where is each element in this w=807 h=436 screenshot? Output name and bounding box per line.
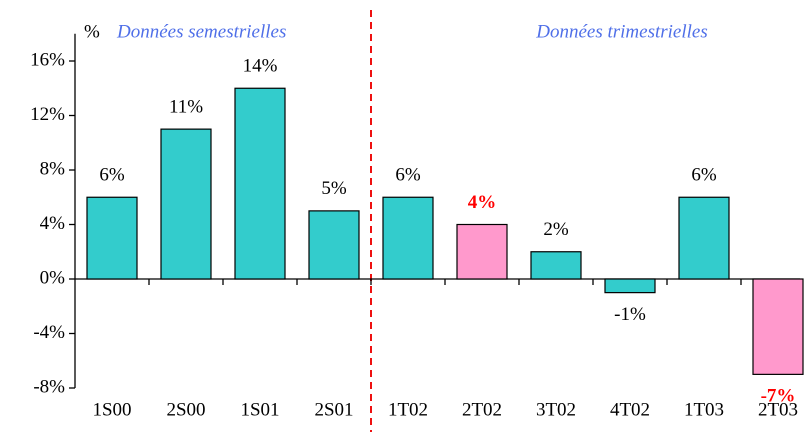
value-label: 2% <box>543 219 569 240</box>
section-label: Données trimestrielles <box>535 21 708 42</box>
y-tick-label: -8% <box>33 376 65 397</box>
x-tick-label: 1S00 <box>92 399 131 420</box>
bar <box>752 278 804 375</box>
bar <box>382 196 434 280</box>
x-tick-label: 3T02 <box>536 399 576 420</box>
value-label: 11% <box>169 96 203 117</box>
y-tick-label: 12% <box>30 104 65 125</box>
x-tick-label: 4T02 <box>610 399 650 420</box>
x-tick-label: 2S00 <box>166 399 205 420</box>
bar <box>308 210 360 280</box>
y-tick-label: 0% <box>40 267 66 288</box>
value-label: 4% <box>468 192 497 213</box>
bar <box>678 196 730 280</box>
value-label: 6% <box>395 165 421 186</box>
value-label: 14% <box>243 56 278 77</box>
x-tick-label: 2S01 <box>314 399 353 420</box>
value-label: 6% <box>99 165 125 186</box>
y-tick-label: -4% <box>33 322 65 343</box>
y-tick-label: 4% <box>40 213 66 234</box>
value-label: 6% <box>691 165 717 186</box>
unit-label: % <box>84 21 100 42</box>
bar <box>234 87 286 280</box>
x-tick-label: 1S01 <box>240 399 279 420</box>
value-label: -7% <box>761 386 796 407</box>
bar <box>456 223 508 280</box>
x-tick-label: 1T03 <box>684 399 724 420</box>
x-tick-label: 1T02 <box>388 399 428 420</box>
bar <box>604 278 656 294</box>
y-tick-label: 8% <box>40 158 66 179</box>
y-tick-label: 16% <box>30 49 65 70</box>
value-label: 5% <box>321 178 347 199</box>
x-tick-label: 2T02 <box>462 399 502 420</box>
bar <box>160 128 212 280</box>
value-label: -1% <box>614 304 646 325</box>
bar <box>86 196 138 280</box>
x-tick-label: 2T03 <box>758 399 798 420</box>
section-label: Données semestrielles <box>116 21 286 42</box>
bar <box>530 251 582 280</box>
